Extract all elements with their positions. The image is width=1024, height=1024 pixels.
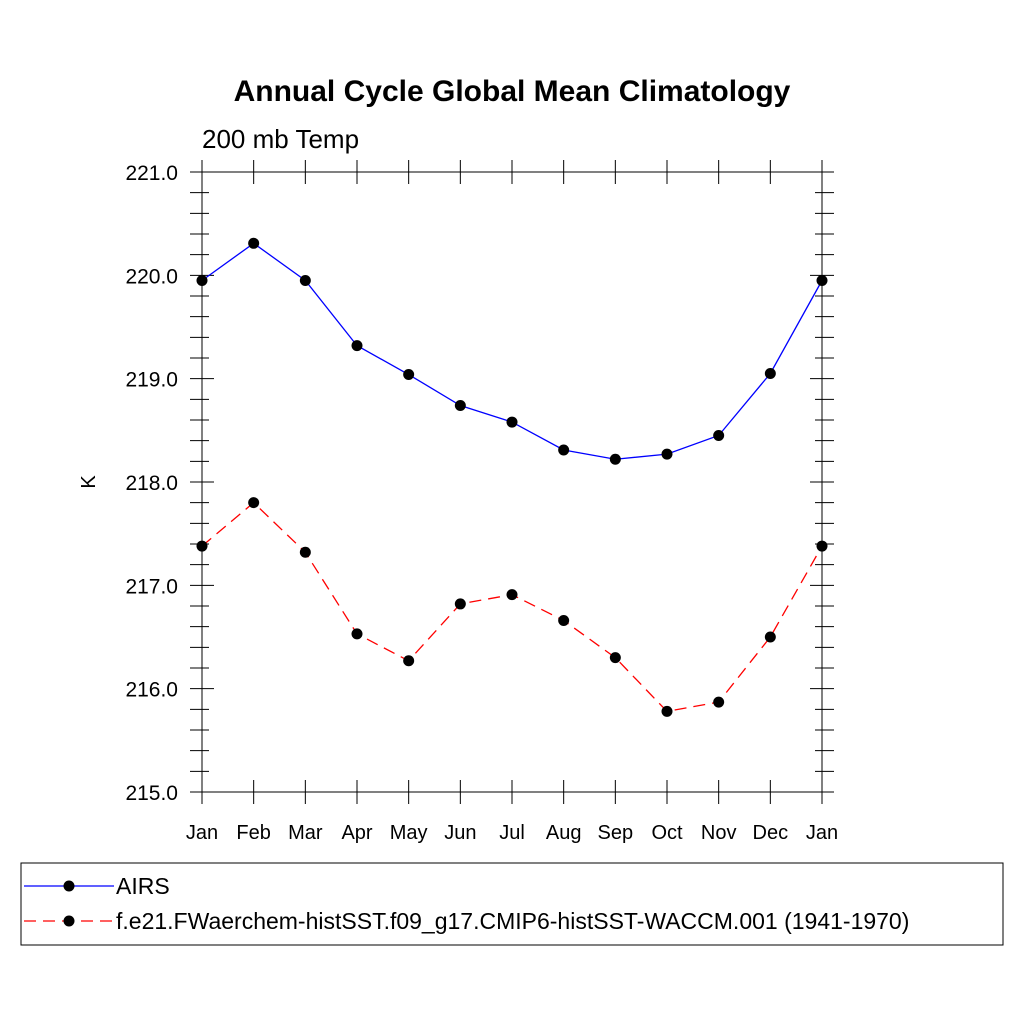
y-tick-label: 221.0 bbox=[125, 162, 178, 185]
x-tick-label: Jan bbox=[806, 822, 838, 844]
x-tick-label: Nov bbox=[701, 822, 737, 844]
x-tick-label: Sep bbox=[598, 822, 634, 844]
legend-box bbox=[20, 862, 1004, 946]
x-tick-label: Jul bbox=[499, 822, 525, 844]
plot-frame bbox=[201, 171, 823, 793]
legend-marker-2 bbox=[63, 915, 75, 927]
series-1-point bbox=[196, 275, 208, 286]
x-tick-label: Jan bbox=[186, 822, 218, 844]
series-2-point bbox=[248, 497, 260, 509]
series-2-point bbox=[506, 589, 518, 601]
series-2-point bbox=[454, 598, 466, 610]
series-2-point bbox=[609, 652, 621, 664]
y-tick-label: 219.0 bbox=[125, 369, 178, 392]
y-tick-label: 217.0 bbox=[125, 575, 178, 598]
x-tick-label: Mar bbox=[288, 822, 323, 844]
series-2-point bbox=[351, 628, 363, 640]
x-tick-label: Dec bbox=[753, 822, 789, 844]
legend-label-2: f.e21.FWaerchem-histSST.f09_g17.CMIP6-hi… bbox=[116, 908, 909, 934]
series-2-point bbox=[661, 705, 673, 717]
series-1-point bbox=[506, 416, 518, 428]
series-1-point bbox=[816, 275, 828, 286]
legend: AIRS f.e21.FWaerchem-histSST.f09_g17.CMIP… bbox=[20, 862, 1004, 946]
series-2-point bbox=[299, 546, 311, 558]
series-2-point bbox=[403, 655, 415, 667]
x-tick-label: Jun bbox=[444, 822, 476, 844]
legend-label-1: AIRS bbox=[116, 873, 170, 899]
y-tick-label: 216.0 bbox=[125, 679, 178, 702]
series-1-point bbox=[609, 453, 621, 465]
series-1-point bbox=[299, 275, 311, 286]
x-tick-label: May bbox=[390, 822, 428, 844]
series-1-point bbox=[403, 369, 415, 381]
x-tick-label: Aug bbox=[546, 822, 582, 844]
series-1-point bbox=[248, 237, 260, 249]
series-2-point bbox=[713, 696, 725, 708]
series-1-point bbox=[661, 448, 673, 460]
series-2-point bbox=[558, 614, 570, 626]
series-2-point bbox=[764, 631, 776, 643]
y-tick-label: 215.0 bbox=[125, 782, 178, 805]
series-2-point bbox=[196, 540, 208, 552]
series-1-point bbox=[558, 444, 570, 456]
x-tick-label: Apr bbox=[341, 822, 372, 844]
chart-subtitle: 200 mb Temp bbox=[202, 124, 359, 154]
chart-title: Annual Cycle Global Mean Climatology bbox=[234, 75, 791, 108]
series-1-point bbox=[764, 368, 776, 379]
series-1-point bbox=[454, 400, 466, 412]
series-1-point bbox=[351, 340, 363, 352]
x-tick-label: Feb bbox=[236, 822, 270, 844]
plot-area: 215.0 216.0 217.0 218.0 219.0 220.0 221.0 Jan Fe… bbox=[125, 160, 838, 844]
y-tick-label: 220.0 bbox=[125, 265, 178, 288]
series-2-point bbox=[816, 540, 828, 552]
series-1-point bbox=[713, 430, 725, 441]
y-axis-label: K bbox=[78, 475, 100, 489]
legend-marker-1 bbox=[63, 880, 75, 892]
series-line-2 bbox=[201, 501, 823, 713]
x-tick-label: Oct bbox=[651, 822, 683, 844]
y-tick-label: 218.0 bbox=[125, 472, 178, 495]
